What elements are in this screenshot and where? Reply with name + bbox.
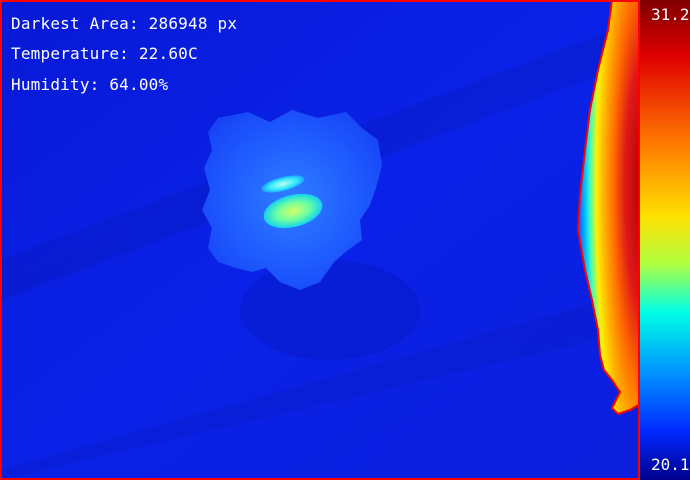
- hot-object: [578, 0, 640, 414]
- colorbar-max-label: 31.2: [651, 5, 690, 24]
- image-border: [0, 0, 640, 480]
- colorbar: 31.2 20.1: [640, 0, 690, 480]
- temperature-readout: Temperature: 22.60C: [11, 44, 198, 63]
- thermal-image: Darkest Area: 286948 px Temperature: 22.…: [0, 0, 640, 480]
- colorbar-min-label: 20.1: [651, 455, 690, 474]
- hot-spot-secondary: [261, 175, 305, 193]
- darkest-area-readout: Darkest Area: 286948 px: [11, 14, 238, 33]
- thermal-image-canvas: [0, 0, 640, 480]
- humidity-readout: Humidity: 64.00%: [11, 75, 169, 94]
- hot-spot-primary: [263, 193, 323, 229]
- colorbar-scale: [640, 0, 690, 480]
- shadow-band: [0, 290, 640, 480]
- hot-object-contour: [576, 0, 640, 416]
- shadow-patch: [240, 260, 420, 360]
